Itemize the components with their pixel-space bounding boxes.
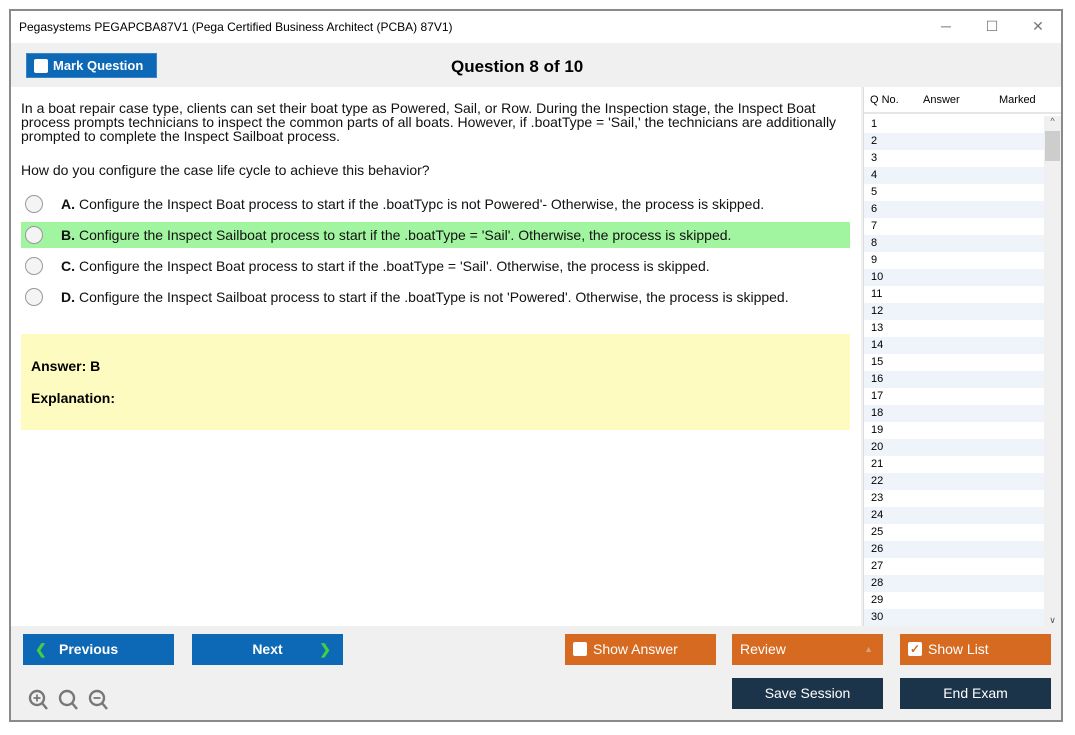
option-letter: C. [61, 258, 75, 274]
question-panel: In a boat repair case type, clients can … [11, 87, 861, 626]
chevron-left-icon: ❮ [35, 641, 47, 657]
list-scrollbar[interactable]: ^ ∨ [1044, 116, 1061, 626]
list-row[interactable]: 30 [864, 609, 1045, 626]
list-row[interactable]: 9 [871, 254, 878, 266]
window-title: Pegasystems PEGAPCBA87V1 (Pega Certified… [19, 20, 453, 34]
option-text: Configure the Inspect Boat process to st… [79, 196, 765, 212]
question-title: Question 8 of 10 [451, 57, 584, 76]
answer-option[interactable]: B. Configure the Inspect Sailboat process… [21, 222, 850, 248]
question-list: Q No. Answer Marked 1 2 3 4 5 6 7 8 9 10 11 12 13 14 1… [863, 87, 1061, 626]
explanation-label: Explanation: [31, 390, 116, 406]
mark-question-label: Mark Question [53, 58, 144, 73]
answer-box: Answer: B Explanation: [21, 334, 850, 430]
scroll-down-icon[interactable]: ∨ [1049, 615, 1056, 625]
list-row[interactable]: 15 [871, 356, 884, 368]
zoom-out-icon[interactable] [88, 689, 108, 710]
answer-option[interactable]: C. Configure the Inspect Boat process to … [21, 253, 850, 279]
option-text: Configure the Inspect Sailboat process t… [79, 227, 732, 243]
zoom-reset-icon[interactable] [58, 689, 78, 710]
list-row[interactable]: 24 [864, 507, 1045, 524]
radio-button[interactable] [25, 226, 43, 244]
next-button[interactable]: Next ❯ [192, 634, 343, 665]
toolbar: Mark Question Question 8 of 10 [11, 43, 1061, 87]
scroll-up-icon[interactable]: ^ [1050, 116, 1055, 126]
list-row[interactable]: 17 [871, 390, 884, 402]
review-dropdown[interactable]: Review ▲ [732, 634, 883, 665]
title-bar: Pegasystems PEGAPCBA87V1 (Pega Certified… [11, 11, 1061, 43]
radio-button[interactable] [25, 257, 43, 275]
list-row[interactable]: 25 [871, 526, 884, 538]
list-row[interactable]: 7 [871, 220, 878, 232]
radio-button[interactable] [25, 195, 43, 213]
show-answer-label: Show Answer [593, 641, 678, 657]
list-row[interactable]: 10 [864, 269, 1045, 286]
list-row[interactable]: 12 [864, 303, 1045, 320]
list-row[interactable]: 27 [871, 560, 884, 572]
zoom-in-icon[interactable] [28, 689, 48, 710]
scroll-thumb[interactable] [1045, 131, 1060, 161]
list-row[interactable]: 21 [871, 458, 884, 470]
maximize-button[interactable]: ☐ [985, 18, 999, 34]
header-qno: Q No. [870, 94, 899, 106]
option-letter: B. [61, 227, 75, 243]
answer-option[interactable]: D. Configure the Inspect Sailboat process… [21, 284, 850, 310]
list-row[interactable]: 8 [864, 235, 1045, 252]
list-row[interactable]: 18 [864, 405, 1045, 422]
list-row[interactable]: 11 [871, 288, 883, 300]
list-row[interactable]: 16 [864, 371, 1045, 388]
list-row[interactable]: 2 [864, 133, 1045, 150]
list-row[interactable]: 22 [864, 473, 1045, 490]
checkbox-checked-icon: ✓ [908, 642, 922, 656]
answer-option[interactable]: A. Configure the Inspect Boat process to … [21, 191, 850, 217]
save-session-button[interactable]: Save Session [732, 678, 883, 709]
list-row[interactable]: 26 [864, 541, 1045, 558]
mark-question-button[interactable]: Mark Question [26, 53, 157, 78]
list-row[interactable]: 5 [871, 186, 878, 198]
previous-label: Previous [59, 641, 119, 657]
question-prompt: How do you configure the case life cycle… [21, 162, 430, 178]
list-row[interactable]: 4 [864, 167, 1045, 184]
caret-up-icon: ▲ [864, 644, 873, 654]
list-row[interactable]: 6 [864, 201, 1045, 218]
end-exam-button[interactable]: End Exam [900, 678, 1051, 709]
close-button[interactable]: ✕ [1032, 18, 1044, 34]
review-label: Review [740, 641, 786, 657]
option-text: Configure the Inspect Boat process to st… [79, 258, 710, 274]
previous-button[interactable]: ❮ Previous [23, 634, 174, 665]
option-letter: A. [61, 196, 75, 212]
question-text: In a boat repair case type, clients can … [21, 100, 837, 144]
list-row[interactable]: 19 [871, 424, 884, 436]
list-row[interactable]: 13 [871, 322, 884, 334]
show-answer-button[interactable]: Show Answer [565, 634, 716, 665]
show-list-label: Show List [928, 641, 989, 657]
show-list-button[interactable]: ✓ Show List [900, 634, 1051, 665]
next-label: Next [252, 641, 283, 657]
list-row[interactable]: 20 [864, 439, 1045, 456]
option-letter: D. [61, 289, 75, 305]
radio-button[interactable] [25, 288, 43, 306]
app-window: Pegasystems PEGAPCBA87V1 (Pega Certified… [9, 9, 1063, 722]
minimize-button[interactable]: ─ [941, 18, 951, 34]
answer-label: Answer: B [31, 358, 101, 374]
checkbox-icon [573, 642, 587, 656]
list-row[interactable]: 1 [871, 118, 878, 130]
list-header: Q No. Answer Marked [864, 87, 1061, 114]
chevron-right-icon: ❯ [319, 641, 331, 657]
list-row[interactable]: 29 [871, 594, 884, 606]
list-row[interactable]: 28 [864, 575, 1045, 592]
list-row[interactable]: 14 [864, 337, 1045, 354]
header-marked: Marked [999, 94, 1036, 106]
zoom-controls [28, 689, 108, 710]
checkbox-icon [34, 59, 48, 73]
list-row[interactable]: 3 [871, 152, 878, 164]
option-text: Configure the Inspect Sailboat process t… [79, 289, 789, 305]
header-answer: Answer [923, 94, 960, 106]
list-row[interactable]: 23 [871, 492, 884, 504]
